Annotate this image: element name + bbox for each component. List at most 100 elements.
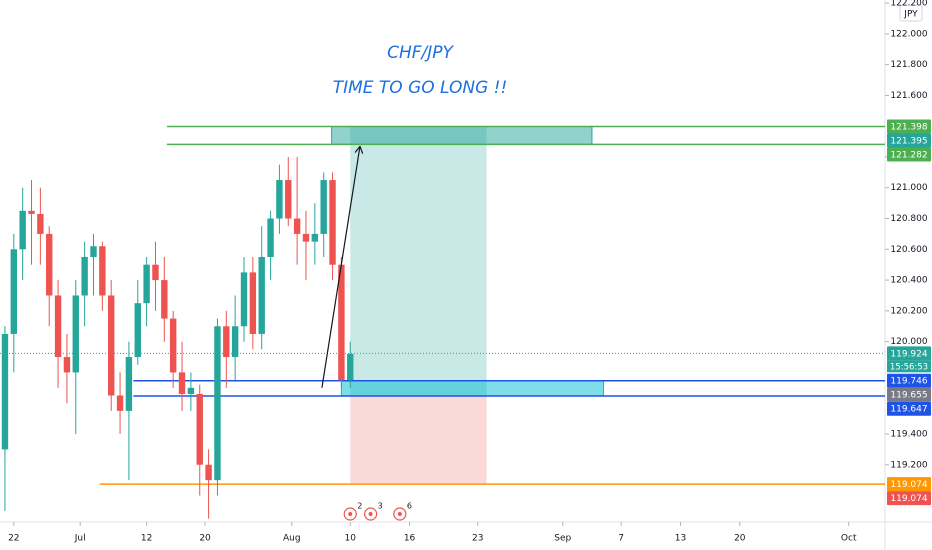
candle-body xyxy=(223,326,230,358)
x-tick-label: 16 xyxy=(404,534,416,544)
candle-body xyxy=(214,326,221,481)
price-label: 121.398 xyxy=(890,122,927,132)
countdown-box xyxy=(887,360,931,373)
y-tick-label: 120.400 xyxy=(890,276,927,286)
price-label-box xyxy=(887,387,931,402)
price-label-box xyxy=(887,147,931,162)
arrow xyxy=(321,146,361,388)
x-tick-label: 10 xyxy=(345,534,357,544)
event-dot xyxy=(368,512,373,516)
candle-body xyxy=(347,353,354,381)
candle-body xyxy=(249,272,257,334)
x-tick-label: Jul xyxy=(74,534,86,544)
event-dot xyxy=(348,512,353,516)
target-zone xyxy=(350,126,487,395)
x-tick-label: Sep xyxy=(554,534,571,544)
x-tick-label: 7 xyxy=(618,534,624,544)
y-tick-label: 120.600 xyxy=(890,245,927,255)
x-tick-label: 20 xyxy=(734,534,746,544)
y-tick-label: 119.400 xyxy=(890,429,927,439)
price-label: 119.924 xyxy=(890,349,927,359)
candle-body xyxy=(178,372,186,394)
y-tick-label: 122.200 xyxy=(890,0,927,9)
price-label: 119.655 xyxy=(890,391,927,401)
price-label: 121.395 xyxy=(890,136,927,146)
arrow-head xyxy=(359,145,364,154)
candle-body xyxy=(19,210,26,250)
event-dot xyxy=(397,512,402,516)
x-tick-label: Aug xyxy=(283,534,301,544)
chart-title: CHF/JPY xyxy=(387,43,454,63)
candle-body xyxy=(320,180,327,234)
price-label-box xyxy=(887,477,931,492)
candle-body xyxy=(231,326,239,358)
candle-body xyxy=(1,333,9,450)
stop-zone xyxy=(350,394,487,485)
price-label-box xyxy=(887,133,931,148)
candle-body xyxy=(267,218,274,257)
y-tick-label: 121.000 xyxy=(890,183,927,193)
candle-body xyxy=(240,272,248,327)
x-tick-label: 13 xyxy=(675,534,686,544)
price-label-box xyxy=(887,346,931,361)
candle-body xyxy=(311,233,319,242)
candle-body xyxy=(169,318,177,373)
currency: JPY xyxy=(903,10,918,20)
zone xyxy=(340,380,604,397)
y-tick-label: 120.800 xyxy=(890,214,927,224)
candle-body xyxy=(28,210,35,214)
y-tick-label: 120.000 xyxy=(890,337,927,347)
countdown: 15:56:53 xyxy=(890,362,928,372)
x-tick-label: 22 xyxy=(8,534,19,544)
candle-body xyxy=(187,387,195,394)
candle-body xyxy=(143,264,150,304)
event-count: 6 xyxy=(407,502,412,511)
y-tick-label: 119.200 xyxy=(890,460,927,470)
candle-body xyxy=(196,393,203,465)
y-tick-label: 121.600 xyxy=(890,91,927,101)
y-tick-label: 120.200 xyxy=(890,306,927,316)
candle-body xyxy=(258,256,265,334)
candle-body xyxy=(116,395,124,411)
chart-subtitle: TIME TO GO LONG !! xyxy=(333,78,508,98)
candle-body xyxy=(37,213,44,234)
candle-body xyxy=(329,180,336,265)
candle-body xyxy=(63,357,71,373)
candle-body xyxy=(152,264,159,281)
event-count: 3 xyxy=(378,502,383,511)
x-tick-label: 12 xyxy=(141,534,152,544)
candle-body xyxy=(72,295,79,373)
price-label-box xyxy=(887,119,931,134)
y-tick-label: 121.800 xyxy=(890,60,927,70)
candle-body xyxy=(293,218,301,234)
candle-body xyxy=(302,233,310,242)
zone xyxy=(331,125,593,145)
price-label: 121.282 xyxy=(890,150,927,160)
currency-box[interactable] xyxy=(899,4,923,22)
price-label-box xyxy=(887,401,931,416)
x-tick-label: 20 xyxy=(199,534,211,544)
candle-body xyxy=(46,233,53,296)
arrow-head xyxy=(354,145,361,153)
x-tick-label: Oct xyxy=(841,534,857,544)
candle-body xyxy=(125,357,133,411)
candle-body xyxy=(205,464,212,481)
x-tick-label: 23 xyxy=(472,534,483,544)
event-count: 2 xyxy=(357,502,362,511)
price-label-box xyxy=(887,491,931,506)
price-label-box xyxy=(887,373,931,388)
price-label: 119.074 xyxy=(890,494,927,504)
candle-body xyxy=(54,295,62,358)
y-tick-label: 122.000 xyxy=(890,29,927,39)
price-label: 119.074 xyxy=(890,480,927,490)
candle-body xyxy=(161,280,168,319)
candle-body xyxy=(338,264,345,381)
candle-body xyxy=(108,295,115,396)
candle-body xyxy=(90,246,97,257)
candle-body xyxy=(276,180,283,219)
price-label: 119.746 xyxy=(890,377,927,387)
candle-body xyxy=(81,256,88,296)
candle-body xyxy=(134,303,141,358)
candle-body xyxy=(99,246,106,296)
